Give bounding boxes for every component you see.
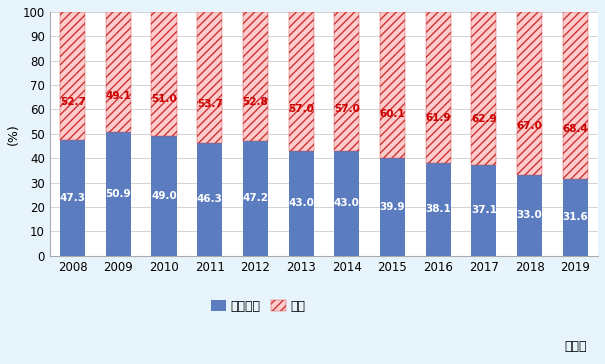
Text: （年）: （年） [564, 340, 587, 353]
Text: 37.1: 37.1 [471, 206, 497, 215]
Legend: 自己資本, 負債: 自己資本, 負債 [206, 295, 310, 318]
Bar [517, 12, 542, 175]
Bar [243, 141, 268, 256]
Y-axis label: (%): (%) [7, 123, 20, 145]
Bar [60, 12, 85, 141]
Bar [471, 12, 497, 165]
Bar [471, 165, 497, 256]
Text: 67.0: 67.0 [517, 121, 543, 131]
Text: 43.0: 43.0 [288, 198, 314, 208]
Bar [106, 132, 131, 256]
Bar [563, 12, 588, 179]
Bar [197, 12, 222, 143]
Text: 31.6: 31.6 [562, 212, 588, 222]
Text: 43.0: 43.0 [334, 198, 360, 208]
Text: 57.0: 57.0 [288, 104, 314, 114]
Bar [563, 179, 588, 256]
Text: 61.9: 61.9 [425, 112, 451, 123]
Text: 62.9: 62.9 [471, 114, 497, 124]
Text: 47.3: 47.3 [60, 193, 86, 203]
Bar [517, 175, 542, 256]
Text: 51.0: 51.0 [151, 94, 177, 104]
Text: 38.1: 38.1 [425, 204, 451, 214]
Text: 39.9: 39.9 [380, 202, 405, 212]
Bar [151, 136, 177, 256]
Bar [60, 141, 85, 256]
Text: 52.7: 52.7 [60, 97, 86, 107]
Text: 49.0: 49.0 [151, 191, 177, 201]
Text: 46.3: 46.3 [197, 194, 223, 204]
Text: 49.1: 49.1 [105, 91, 131, 101]
Text: 53.7: 53.7 [197, 99, 223, 108]
Text: 50.9: 50.9 [105, 189, 131, 199]
Bar [380, 12, 405, 158]
Bar [289, 151, 313, 256]
Bar [289, 12, 313, 151]
Bar [243, 12, 268, 141]
Bar [380, 158, 405, 256]
Text: 33.0: 33.0 [517, 210, 543, 221]
Text: 68.4: 68.4 [562, 124, 588, 134]
Text: 47.2: 47.2 [243, 193, 269, 203]
Text: 57.0: 57.0 [334, 104, 360, 114]
Bar [151, 12, 177, 136]
Bar [334, 151, 359, 256]
Bar [197, 143, 222, 256]
Bar [425, 12, 451, 163]
Text: 52.8: 52.8 [243, 97, 268, 107]
Bar [334, 12, 359, 151]
Bar [106, 12, 131, 132]
Text: 60.1: 60.1 [379, 110, 405, 119]
Bar [425, 163, 451, 256]
